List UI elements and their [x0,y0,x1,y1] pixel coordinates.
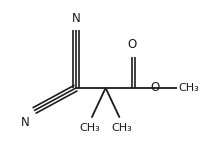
Text: N: N [72,12,80,25]
Text: N: N [21,116,30,129]
Text: O: O [127,38,136,51]
Text: CH₃: CH₃ [80,123,100,133]
Text: CH₃: CH₃ [111,123,132,133]
Text: CH₃: CH₃ [178,83,199,93]
Text: O: O [150,81,159,94]
